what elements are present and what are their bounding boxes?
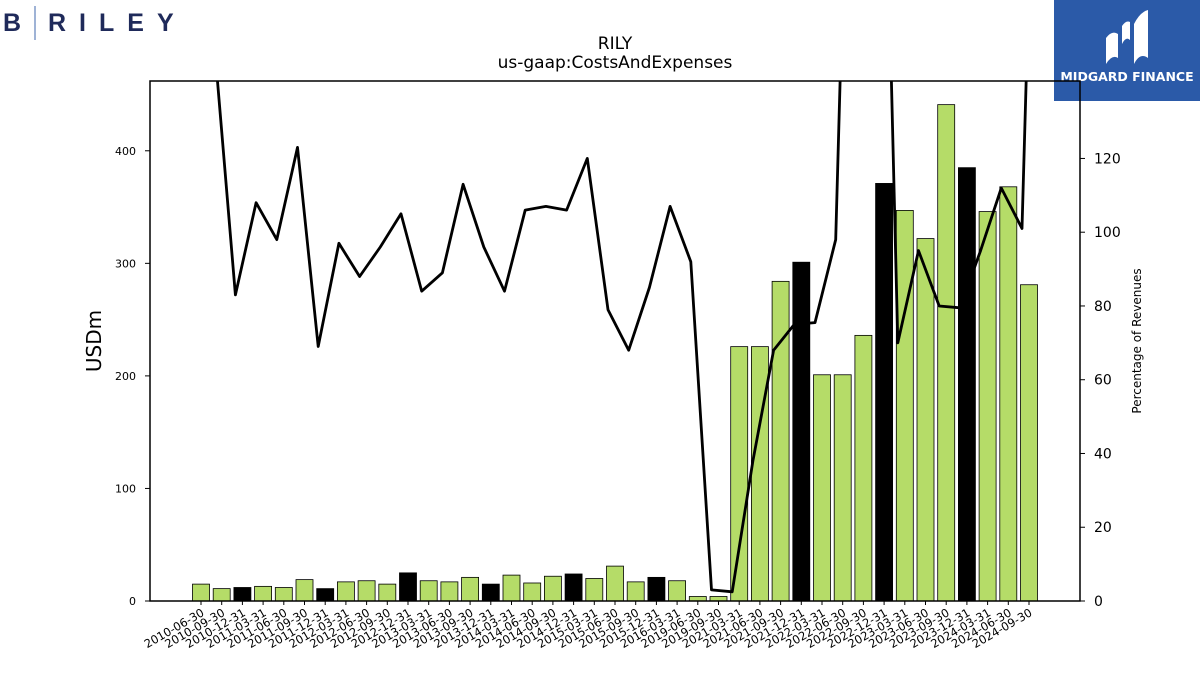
- bar: [399, 572, 417, 602]
- bar: [440, 581, 459, 602]
- bar: [668, 580, 686, 602]
- y-tick-label: 0: [129, 595, 136, 608]
- bar: [937, 104, 956, 602]
- logo-divider: [34, 6, 36, 40]
- y2-tick-label: 60: [1094, 373, 1112, 389]
- y2-tick-label: 0: [1094, 594, 1103, 610]
- bar: [875, 183, 893, 602]
- chart-title: RILY: [598, 34, 633, 54]
- bar: [254, 585, 273, 602]
- bar: [730, 346, 749, 602]
- bar: [481, 583, 500, 602]
- bar: [523, 582, 542, 602]
- bar: [771, 280, 790, 602]
- x-axis-ticks: 2010-06-302010-09-302010-12-312011-03-31…: [142, 601, 1035, 651]
- bar: [854, 334, 873, 602]
- bar: [606, 565, 624, 602]
- b-riley-logo-riley: RILEY: [48, 9, 187, 37]
- y-tick-label: 300: [115, 257, 136, 270]
- bar-series: [192, 104, 1038, 602]
- y2-tick-label: 120: [1094, 151, 1121, 167]
- bar: [626, 581, 645, 602]
- bar: [233, 587, 252, 602]
- bar: [564, 573, 583, 602]
- y-tick-label: 100: [115, 482, 136, 495]
- bar: [502, 574, 521, 602]
- y2-tick-label: 40: [1094, 446, 1112, 462]
- right-axis-ticks: 0 20 40 60 80 100 120: [1080, 151, 1121, 610]
- bar: [357, 580, 376, 602]
- midgard-finance-logo: MIDGARD FINANCE: [1054, 0, 1200, 101]
- bar: [999, 186, 1018, 602]
- bar: [295, 579, 314, 602]
- bar: [647, 576, 666, 602]
- bar: [316, 588, 335, 602]
- y2-tick-label: 80: [1094, 299, 1112, 315]
- bar: [792, 261, 811, 602]
- bar: [336, 581, 355, 602]
- y-tick-label: 400: [115, 145, 136, 158]
- midgard-mark-left: [1106, 32, 1118, 64]
- bar: [813, 374, 831, 602]
- chart-subtitle: us-gaap:CostsAndExpenses: [498, 53, 733, 73]
- bar: [461, 576, 480, 602]
- midgard-finance-wordmark: MIDGARD FINANCE: [1060, 69, 1193, 84]
- bar: [274, 587, 293, 602]
- midgard-mark-middle: [1122, 21, 1130, 58]
- bar: [895, 210, 914, 602]
- midgard-mark-right: [1134, 10, 1148, 64]
- bar: [585, 578, 604, 602]
- bar: [212, 588, 231, 602]
- bar: [1020, 284, 1038, 602]
- bar: [192, 583, 210, 602]
- left-axis-ticks: 0 100 200 300 400: [115, 145, 150, 608]
- bar: [916, 238, 935, 602]
- y-tick-label: 200: [115, 370, 136, 383]
- y-axis-label: USDm: [82, 310, 106, 372]
- b-riley-logo-b: B: [3, 9, 21, 37]
- y2-tick-label: 20: [1094, 520, 1112, 536]
- bar: [833, 374, 852, 602]
- y2-axis-label: Percentage of Revenues: [1130, 268, 1144, 413]
- bar: [544, 575, 562, 602]
- b-riley-logo: B RILEY: [0, 0, 190, 44]
- bar: [978, 211, 997, 602]
- bar: [958, 167, 976, 602]
- y2-tick-label: 100: [1094, 225, 1121, 241]
- bar: [419, 580, 438, 602]
- percent-of-revenue-line: [216, 81, 1028, 594]
- bar: [378, 583, 397, 602]
